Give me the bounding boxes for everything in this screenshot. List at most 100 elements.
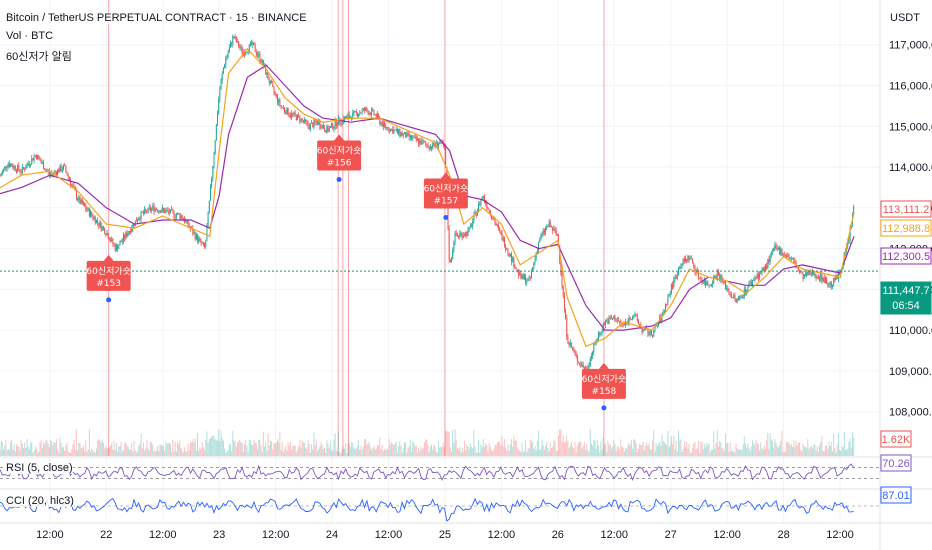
symbol-title[interactable]: Bitcoin / TetherUS PERPETUAL CONTRACT · … [6,12,307,24]
candle-body [774,245,776,248]
cci-legend[interactable]: CCI (20, hlc3) [6,495,74,507]
volume-bar [822,450,824,456]
candle-body [699,278,701,279]
candle-body [331,123,333,127]
volume-bar [307,440,309,456]
candle-body [34,155,36,157]
volume-bar [827,449,829,456]
candle-body [488,209,490,211]
candle-body [532,267,534,272]
candle-body [284,107,286,112]
candle-body [241,47,243,55]
volume-bar [728,452,730,456]
candle-body [261,59,263,63]
volume-bar [157,446,159,456]
candle-body [552,226,554,231]
candle-body [114,244,116,251]
cci-title[interactable]: CCI (20, hlc3) [6,495,74,507]
candle-body [349,116,351,118]
volume-bar [67,451,69,456]
candle-body [429,146,431,150]
rsi-title[interactable]: RSI (5, close) [6,462,73,474]
candle-body [322,125,324,129]
volume-bar [581,448,583,456]
volume-bar [356,445,358,456]
volume-bar [62,447,64,456]
candle-body [177,213,179,215]
candle-body [506,249,508,250]
candle-body [753,279,755,281]
volume-bar [380,449,382,456]
volume-bar [740,449,742,456]
volume-bar [118,446,120,456]
candle-body [342,119,344,122]
candle-body [224,64,226,68]
candle-body [760,272,762,274]
candle-body [165,210,167,213]
indicator-legend[interactable]: 60신저가 알림 [6,48,72,64]
candle-body [467,230,469,236]
volume-bar [242,451,244,456]
volume-bar [830,442,832,456]
volume-bar [535,450,537,456]
volume-bar [553,439,555,456]
symbol-legend[interactable]: Bitcoin / TetherUS PERPETUAL CONTRACT · … [6,12,307,24]
candle-body [125,232,127,239]
volume-bar [39,442,41,456]
candle-body [820,273,822,280]
candle-body [259,53,261,62]
candle-body [436,141,438,147]
volume-bar [707,444,709,456]
candle-body [175,214,177,217]
volume-bar [632,448,634,456]
rsi-legend[interactable]: RSI (5, close) [6,462,73,474]
candle-body [361,109,363,113]
candle-body [608,317,610,324]
candle-body [138,218,140,221]
volume-bar [436,452,438,456]
candle-body [668,294,670,297]
volume-legend[interactable]: Vol · BTC [6,30,54,42]
volume-title[interactable]: Vol · BTC [6,30,54,42]
volume-bar [696,448,698,456]
candle-body [514,266,516,269]
marker-dot [336,177,342,183]
candle-body [512,257,514,262]
candle-body [660,317,662,322]
volume-bar [683,441,685,456]
currency-label[interactable]: USDT [890,12,920,24]
volume-bar [578,442,580,456]
candle-body [503,238,505,247]
volume-bar [119,446,121,456]
volume-bar [146,440,148,456]
candle-body [527,278,529,281]
candle-body [556,234,558,236]
volume-bar [739,449,741,456]
volume-bar [601,449,603,456]
candle-body [208,200,210,212]
volume-bar [102,443,104,456]
candle-body [147,207,149,213]
candle-body [673,280,675,288]
volume-bar [709,452,711,456]
candle-body [184,219,186,223]
volume-bar [364,439,366,456]
candle-body [252,42,254,45]
candle-body [374,114,376,116]
candle-body [108,238,110,241]
candle-body [445,147,447,168]
volume-bar [233,440,235,456]
indicator-title[interactable]: 60신저가 알림 [6,51,72,63]
volume-bar [627,445,629,456]
candle-body [58,169,60,173]
candle-body [455,233,457,236]
candle-body [469,225,471,228]
volume-bar [423,442,425,456]
volume-bar [656,446,658,456]
volume-bar [549,442,551,456]
volume-bar [556,451,558,456]
volume-bar [92,449,94,456]
candle-body [364,108,366,111]
